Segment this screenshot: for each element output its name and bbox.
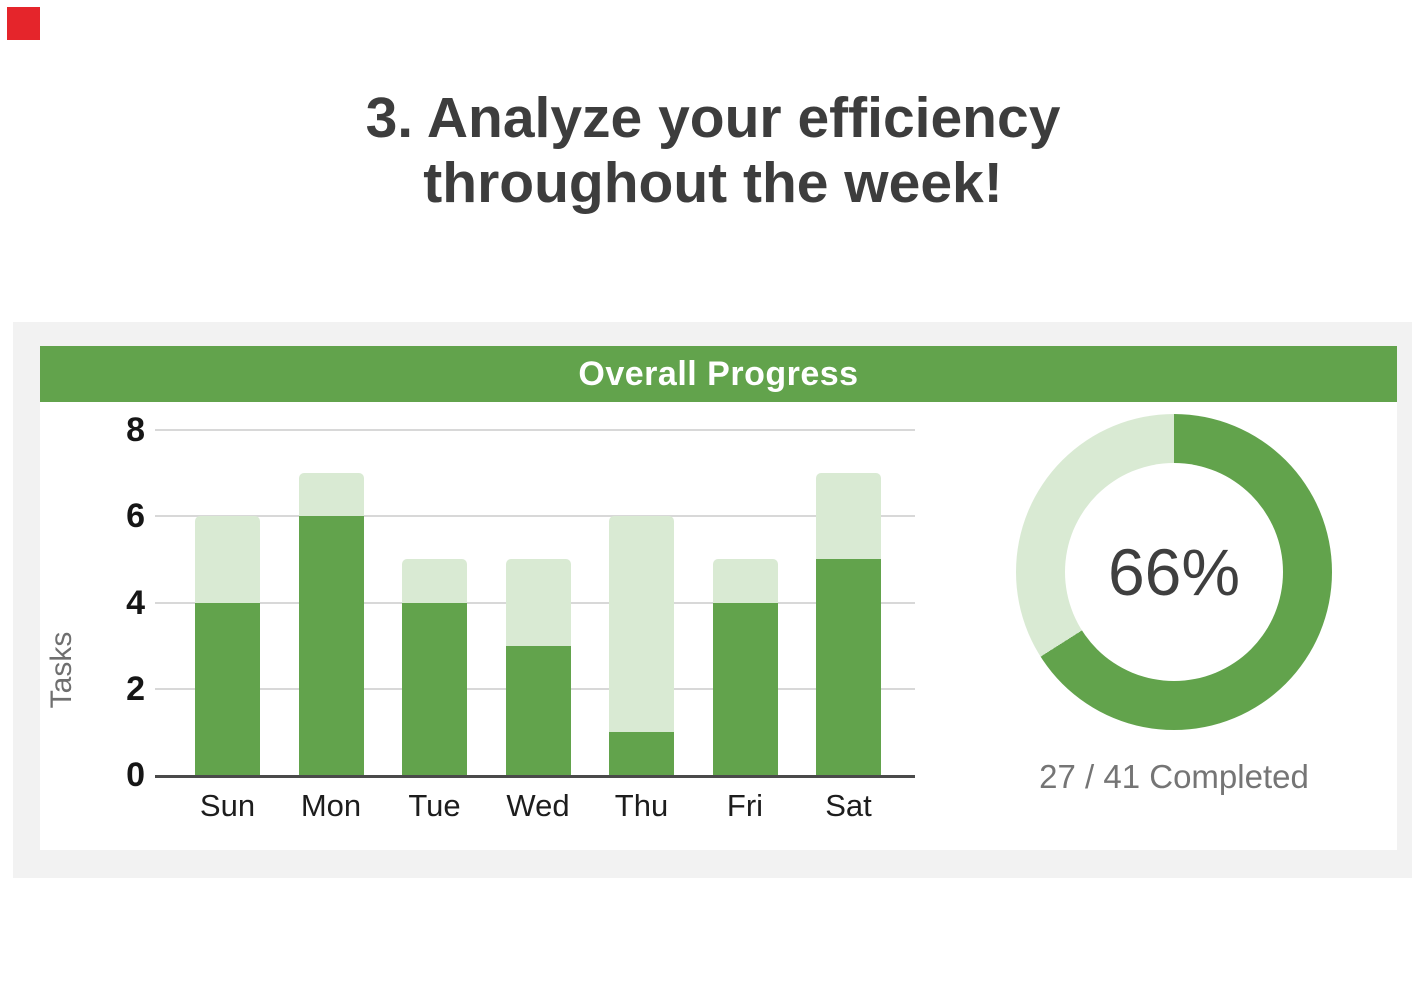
donut-caption: 27 / 41 Completed	[1039, 758, 1309, 795]
gridline	[155, 429, 915, 431]
bar-segment-remaining	[712, 559, 778, 603]
progress-panel: Overall Progress Tasks 0 2 4 6 8 Sun Mon Tue Wed…	[13, 322, 1412, 878]
bar-segment-completed	[505, 645, 571, 775]
bar-segment-remaining	[402, 559, 467, 603]
bar-segment-completed	[712, 602, 778, 775]
y-tick-label: 4	[126, 583, 145, 622]
red-marker-square	[7, 7, 40, 40]
bar-segment-completed	[816, 559, 881, 775]
page-title-line2: throughout the week!	[423, 150, 1003, 215]
x-tick-label: Sat	[825, 788, 872, 823]
y-axis-title: Tasks	[45, 631, 78, 709]
bar-segment-completed	[402, 602, 467, 775]
y-tick-label: 6	[126, 497, 145, 536]
x-tick-label: Sun	[199, 788, 256, 823]
card-header: Overall Progress	[40, 346, 1397, 402]
donut-percent-label: 66%	[1107, 535, 1241, 609]
page-title-line1: 3. Analyze your efficiency	[365, 86, 1061, 150]
bar-segment-completed	[298, 516, 364, 775]
progress-card: Overall Progress Tasks 0 2 4 6 8 Sun Mon Tue Wed…	[40, 346, 1397, 850]
x-tick-label: Thu	[614, 788, 669, 823]
bar-chart: Tasks 0 2 4 6 8 Sun Mon Tue Wed Thu Fri Sat	[40, 402, 1397, 850]
y-tick-label: 8	[126, 411, 145, 449]
bar-segment-completed	[609, 731, 674, 775]
bar-segment-remaining	[816, 473, 881, 560]
y-tick-label: 2	[126, 669, 145, 708]
x-tick-label: Mon	[300, 788, 362, 823]
page-title: 3. Analyze your efficiency throughout th…	[0, 86, 1426, 216]
gridline	[155, 515, 915, 518]
bar-segment-remaining	[609, 516, 674, 732]
x-tick-label: Wed	[506, 788, 570, 823]
bar-segment-remaining	[505, 559, 571, 646]
bar-segment-remaining	[298, 473, 364, 517]
x-tick-label: Tue	[408, 788, 461, 823]
donut-hole: 66%	[1065, 463, 1283, 681]
bar-segment-completed	[195, 602, 260, 775]
chart-area: Tasks 0 2 4 6 8 Sun Mon Tue Wed Thu Fri Sat 66% 27 …	[40, 402, 1397, 850]
y-tick-label: 0	[126, 756, 145, 794]
donut-chart: 66%	[1016, 414, 1332, 730]
x-axis-line	[155, 775, 915, 778]
bar-segment-remaining	[195, 516, 260, 603]
x-tick-label: Fri	[726, 788, 764, 823]
